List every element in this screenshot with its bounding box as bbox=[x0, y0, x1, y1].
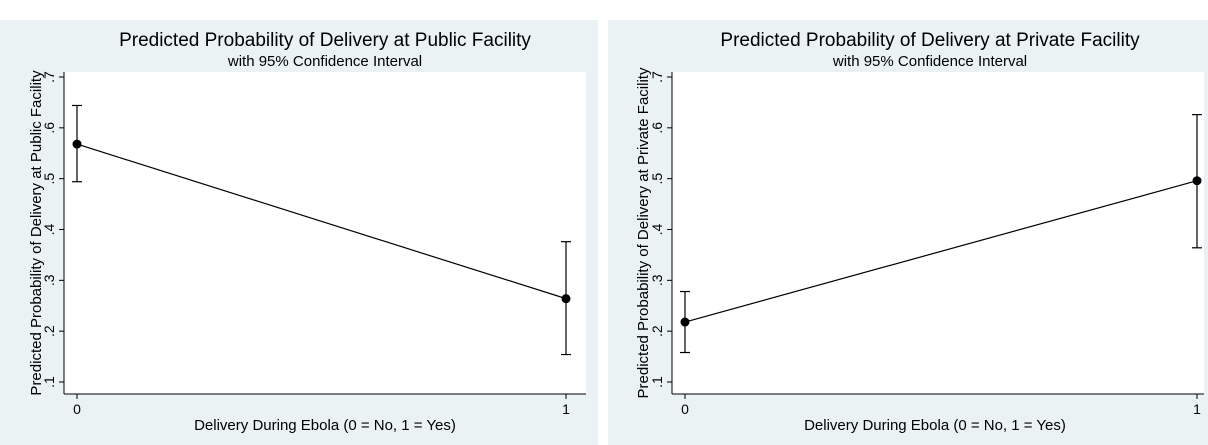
data-marks bbox=[680, 114, 1202, 354]
chart-title: Predicted Probability of Delivery at Pub… bbox=[119, 30, 531, 51]
series-line bbox=[76, 143, 567, 300]
chart-subtitle: with 95% Confidence Interval bbox=[832, 53, 1027, 70]
series-line bbox=[684, 180, 1198, 323]
y-ticks: .1 .2 .3 .4 .5 .6 .7 bbox=[41, 71, 64, 388]
x-axis-label: Delivery During Ebola (0 = No, 1 = Yes) bbox=[194, 417, 456, 434]
y-tick-label: .6 bbox=[649, 122, 665, 134]
y-tick-label: .2 bbox=[649, 325, 665, 337]
y-tick-label: .3 bbox=[41, 274, 57, 286]
data-point bbox=[680, 317, 690, 327]
y-tick-label: .6 bbox=[41, 122, 57, 134]
plot-area bbox=[64, 72, 586, 394]
data-point bbox=[561, 294, 571, 304]
x-tick-label: 1 bbox=[562, 401, 570, 417]
y-axis-label: Predicted Probability of Delivery at Pub… bbox=[28, 70, 45, 396]
y-tick-label: .7 bbox=[41, 71, 57, 83]
y-axis-label: Predicted Probability of Delivery at Pri… bbox=[635, 67, 652, 398]
y-tick-label: .1 bbox=[649, 376, 665, 388]
y-tick-label: .4 bbox=[649, 223, 665, 235]
data-point bbox=[1192, 176, 1202, 186]
y-ticks: .1 .2 .3 .4 .5 .6 .7 bbox=[649, 71, 672, 388]
data-marks bbox=[72, 104, 571, 356]
y-tick-label: .1 bbox=[41, 376, 57, 388]
data-point bbox=[72, 139, 82, 149]
x-tick-label: 0 bbox=[73, 401, 81, 417]
y-tick-label: .4 bbox=[41, 223, 57, 235]
panel-public-facility: Predicted Probability of Delivery at Pub… bbox=[0, 20, 598, 445]
y-tick-label: .5 bbox=[649, 173, 665, 185]
panel-private-facility: Predicted Probability of Delivery at Pri… bbox=[608, 20, 1208, 445]
chart-subtitle: with 95% Confidence Interval bbox=[227, 53, 422, 70]
x-tick-label: 0 bbox=[681, 401, 689, 417]
y-tick-label: .7 bbox=[649, 71, 665, 83]
y-tick-label: .3 bbox=[649, 274, 665, 286]
chart-title: Predicted Probability of Delivery at Pri… bbox=[720, 30, 1140, 51]
y-tick-label: .5 bbox=[41, 173, 57, 185]
x-tick-label: 1 bbox=[1193, 401, 1201, 417]
y-tick-label: .2 bbox=[41, 325, 57, 337]
x-axis-label: Delivery During Ebola (0 = No, 1 = Yes) bbox=[804, 417, 1066, 434]
plot-area bbox=[672, 72, 1204, 394]
